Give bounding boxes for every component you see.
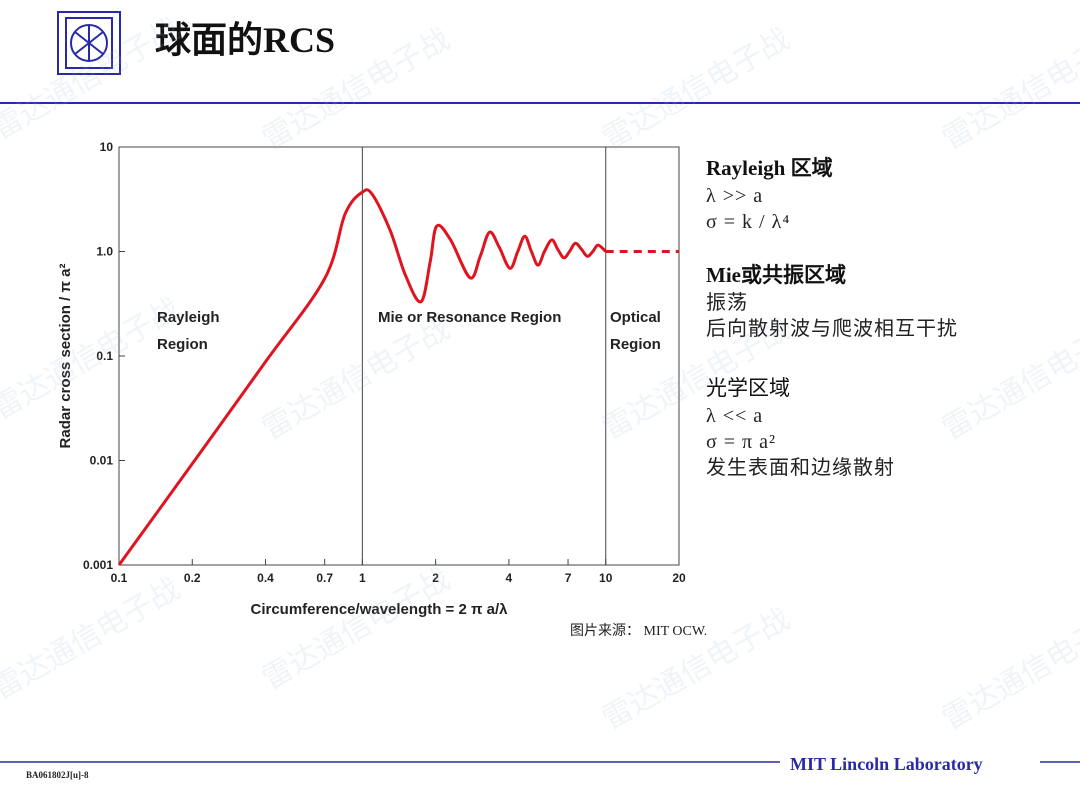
y-tick-label: 1.0 — [96, 245, 113, 259]
note-line: 振荡 — [706, 291, 748, 314]
logo — [57, 11, 121, 75]
x-axis-label: Circumference/wavelength = 2 π a/λ — [250, 601, 508, 618]
x-tick-label: 0.7 — [316, 571, 333, 585]
y-tick-label: 10 — [100, 140, 114, 154]
slide-title: 球面的RCS — [155, 20, 335, 60]
y-tick-label: 0.001 — [83, 558, 113, 572]
x-tick-label: 10 — [599, 571, 613, 585]
x-tick-label: 1 — [359, 571, 366, 585]
curve — [117, 188, 607, 566]
x-tick-label: 4 — [506, 571, 513, 585]
note-line: σ = k / λ⁴ — [706, 211, 790, 233]
note-heading: Mie或共振区域 — [706, 263, 846, 287]
y-tick-label: 0.1 — [96, 349, 113, 363]
region-label: Optical — [610, 309, 661, 326]
x-tick-label: 0.1 — [111, 571, 128, 585]
note-line: λ >> a — [706, 185, 763, 207]
note-line: 后向散射波与爬波相互干扰 — [706, 317, 958, 340]
x-tick-label: 0.4 — [257, 571, 274, 585]
note-line: 发生表面和边缘散射 — [706, 456, 895, 479]
region-label: Rayleigh — [157, 309, 220, 326]
region-label: Region — [610, 336, 661, 353]
x-tick-label: 0.2 — [184, 571, 201, 585]
x-tick-label: 2 — [432, 571, 439, 585]
plot: 0.1 0.2 0.4 0.7 1 2 4 7 10 20 0.001 0.01 0.1 1.0 10 Ray… — [57, 140, 686, 618]
region-label: Mie or Resonance Region — [378, 309, 561, 326]
region-label: Region — [157, 336, 208, 353]
footer-code: BA061802J[u]-8 — [26, 770, 89, 780]
note-heading: 光学区域 — [706, 376, 790, 400]
x-tick-label: 7 — [565, 571, 572, 585]
note-heading: Rayleigh 区域 — [706, 156, 833, 180]
note-line: σ = π a² — [706, 431, 776, 453]
y-tick-label: 0.01 — [90, 454, 114, 468]
footer-lab: MIT Lincoln Laboratory — [790, 754, 983, 774]
note-line: λ << a — [706, 405, 763, 427]
source: 图片来源： MIT OCW. — [570, 623, 707, 639]
y-axis-label: Radar cross section / π a² — [57, 264, 74, 449]
notes: Rayleigh 区域 λ >> a σ = k / λ⁴ Mie或共振区域振荡后向散… — [706, 156, 958, 479]
x-tick-label: 20 — [672, 571, 686, 585]
